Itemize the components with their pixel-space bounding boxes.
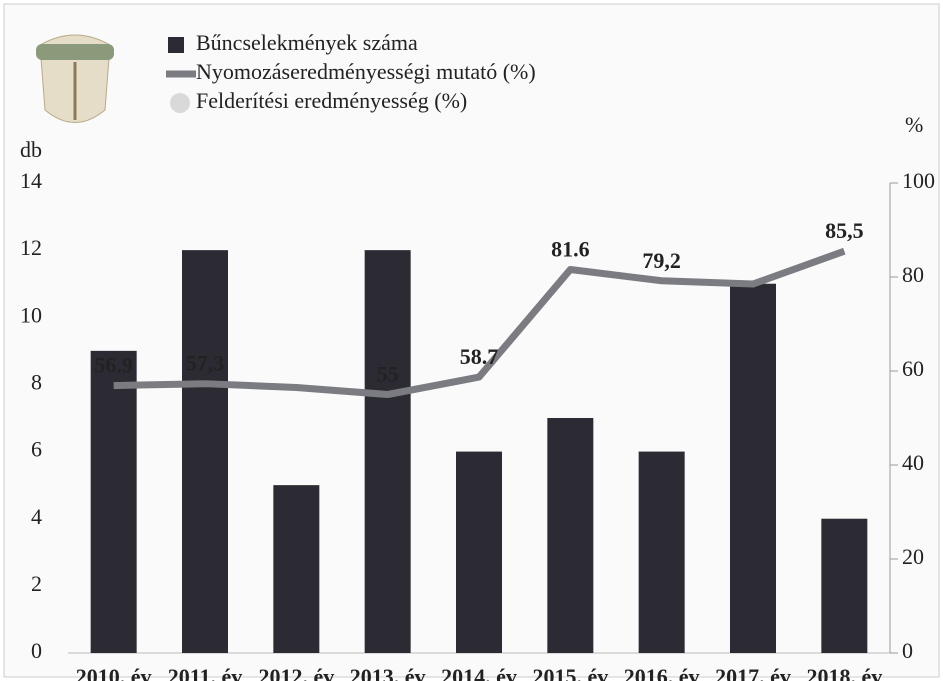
y-tick-label: 10 bbox=[20, 302, 42, 327]
y2-tick-label: 0 bbox=[902, 638, 913, 663]
legend-label: Felderítési eredményesség (%) bbox=[196, 88, 467, 113]
legend-swatch bbox=[170, 93, 190, 113]
x-tick-label: 2010. év bbox=[76, 664, 152, 681]
bar bbox=[821, 518, 868, 653]
bar bbox=[730, 283, 776, 653]
y-tick-label: 6 bbox=[31, 437, 42, 462]
x-tick-label: 2011. év bbox=[168, 664, 243, 681]
bar bbox=[638, 451, 685, 653]
data-label: 58.7 bbox=[460, 344, 499, 369]
y2-tick-label: 80 bbox=[902, 262, 924, 287]
y2-tick-label: 60 bbox=[902, 356, 924, 381]
legend-label: Bűncselekmények száma bbox=[196, 30, 418, 55]
x-tick-label: 2017. év bbox=[715, 664, 791, 681]
bar bbox=[90, 350, 137, 653]
y-tick-label: 8 bbox=[31, 369, 42, 394]
bar bbox=[364, 250, 411, 653]
y-tick-label: 2 bbox=[31, 571, 42, 596]
x-tick-label: 2015. év bbox=[532, 664, 608, 681]
data-label: 85,5 bbox=[825, 218, 864, 243]
y-tick-label: 4 bbox=[31, 504, 42, 529]
y-tick-label: 0 bbox=[31, 638, 42, 663]
bar bbox=[456, 451, 502, 653]
data-label: 81.6 bbox=[551, 237, 590, 262]
data-label: 79,2 bbox=[642, 248, 681, 273]
data-label: 56.9 bbox=[94, 353, 133, 378]
x-tick-label: 2014. év bbox=[441, 664, 517, 681]
bar bbox=[547, 418, 594, 653]
y-tick-label: 14 bbox=[20, 168, 42, 193]
bar bbox=[182, 250, 228, 653]
y2-tick-label: 40 bbox=[902, 450, 924, 475]
x-tick-label: 2016. év bbox=[624, 664, 700, 681]
y2-axis-label: % bbox=[905, 112, 923, 137]
y-tick-label: 12 bbox=[20, 235, 42, 260]
x-tick-label: 2013. év bbox=[350, 664, 426, 681]
legend-swatch bbox=[168, 37, 184, 53]
data-label: 57,3 bbox=[186, 351, 225, 376]
y2-tick-label: 20 bbox=[902, 544, 924, 569]
bar bbox=[273, 485, 320, 653]
data-label: 55 bbox=[377, 362, 399, 387]
legend-label: Nyomozáseredményességi mutató (%) bbox=[196, 59, 536, 84]
badge bbox=[36, 34, 114, 123]
y2-tick-label: 100 bbox=[902, 168, 935, 193]
line bbox=[113, 247, 846, 398]
y-axis-label: db bbox=[20, 137, 42, 162]
x-tick-label: 2012. év bbox=[258, 664, 334, 681]
x-tick-label: 2018. év bbox=[806, 664, 882, 681]
